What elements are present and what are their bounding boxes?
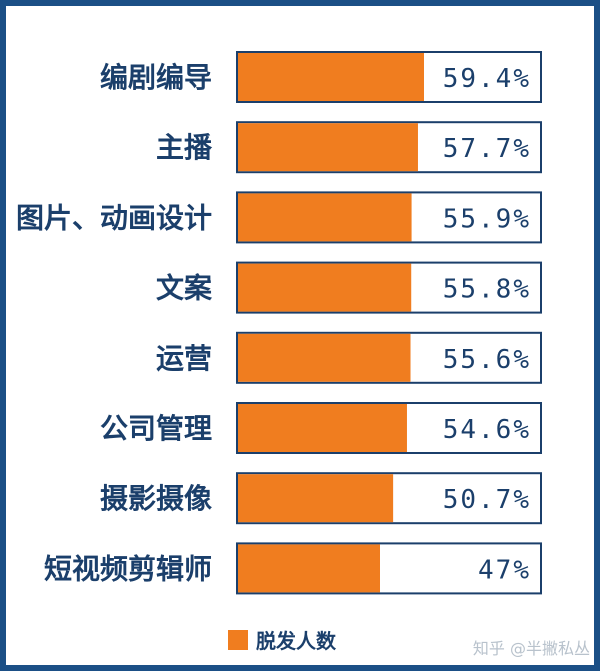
value-label: 59.4% [443, 64, 531, 94]
bar-row: 公司管理 54.6% [100, 402, 542, 454]
category-label: 运营 [156, 342, 212, 375]
legend-label: 脱发人数 [256, 629, 337, 653]
value-label: 54.6% [443, 415, 531, 445]
bar [238, 53, 424, 101]
value-label: 47% [478, 555, 531, 585]
bar [238, 474, 394, 523]
category-label: 图片、动画设计 [16, 201, 212, 234]
bar [238, 263, 412, 312]
bar [238, 544, 380, 593]
bar-row: 文案 55.8% [156, 261, 542, 314]
category-label: 主播 [156, 131, 213, 164]
watermark: 知乎 @半撇私丛 [473, 639, 590, 658]
value-label: 57.7% [443, 134, 531, 164]
bar [238, 123, 418, 172]
category-label: 摄影摄像 [100, 482, 213, 515]
value-label: 55.8% [443, 275, 531, 305]
bar [238, 333, 411, 382]
category-label: 公司管理 [100, 412, 212, 445]
value-label: 55.6% [443, 345, 531, 375]
bar-row: 短视频剪辑师 47% [44, 542, 542, 595]
category-label: 短视频剪辑师 [44, 552, 212, 585]
bar-row: 编剧编导 59.4% [100, 51, 542, 103]
category-label: 编剧编导 [100, 61, 212, 94]
legend: 脱发人数 [228, 629, 337, 653]
bar-row: 运营 55.6% [156, 331, 542, 384]
bar [238, 193, 412, 242]
legend-swatch [228, 630, 248, 650]
bar-group: 编剧编导 59.4% 主播 57.7% 图片、动画设计 55.9% 文案 55.8% 运营 55.… [16, 51, 542, 595]
bar-row: 图片、动画设计 55.9% [16, 191, 542, 244]
bar-row: 摄影摄像 50.7% [100, 472, 542, 525]
category-label: 文案 [156, 272, 213, 305]
bar-row: 主播 57.7% [156, 121, 542, 174]
value-label: 55.9% [443, 204, 531, 234]
value-label: 50.7% [443, 485, 531, 515]
bar [238, 404, 407, 452]
